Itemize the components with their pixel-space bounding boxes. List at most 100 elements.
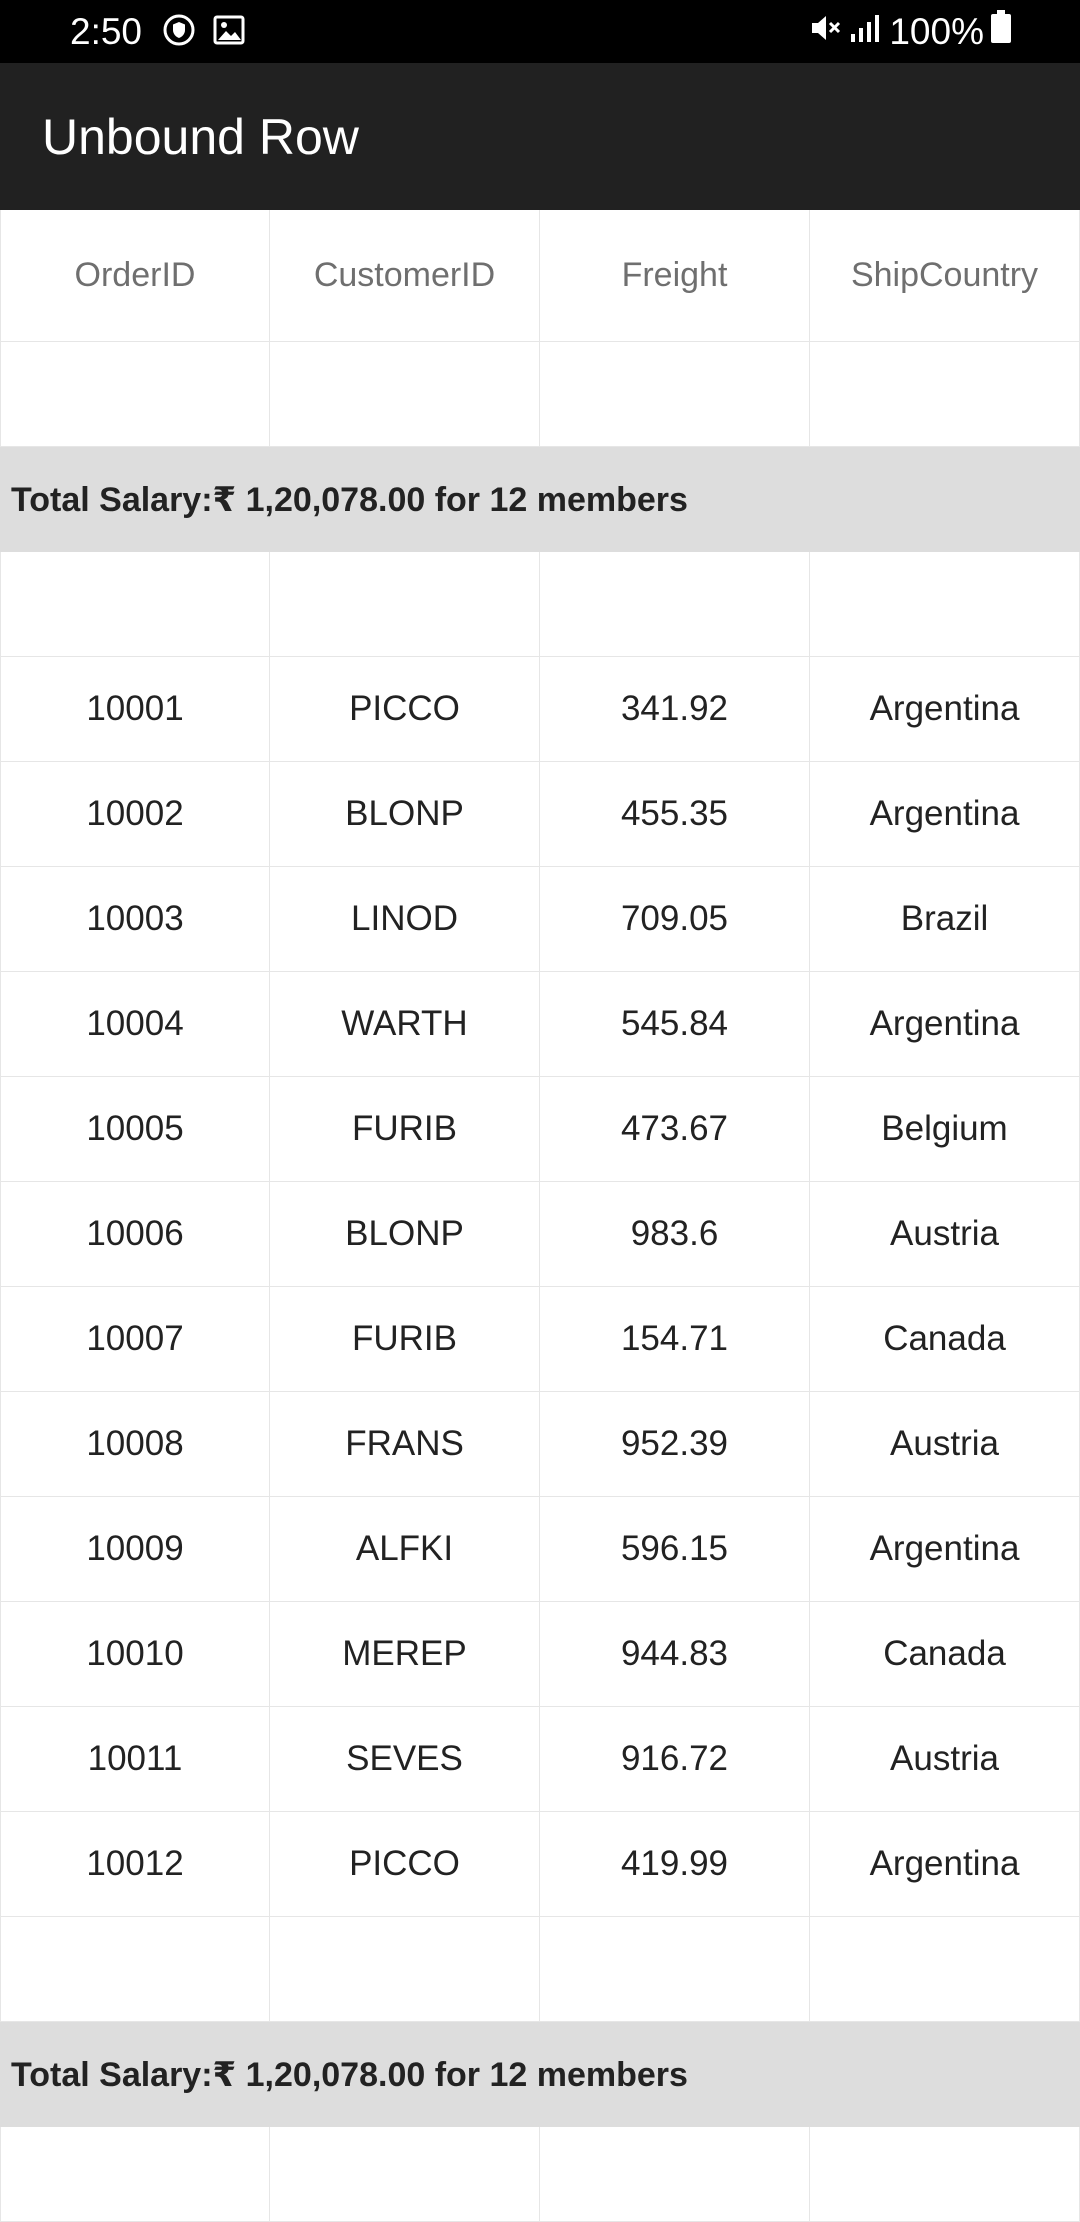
blank-cell [810,342,1080,446]
shipcountry-cell: Argentina [810,657,1080,761]
table-row[interactable]: 10012 PICCO 419.99 Argentina [0,1812,1080,1917]
header-row: OrderID CustomerID Freight ShipCountry [0,210,1080,342]
unbound-row-blank [0,2127,1080,2222]
column-header-customerid[interactable]: CustomerID [270,210,540,341]
orderid-cell: 10009 [0,1497,270,1601]
orderid-cell: 10010 [0,1602,270,1706]
shipcountry-cell: Argentina [810,972,1080,1076]
customerid-cell: FRANS [270,1392,540,1496]
freight-cell: 596.15 [540,1497,810,1601]
status-left-icons [163,14,245,51]
freight-cell: 455.35 [540,762,810,866]
customerid-cell: PICCO [270,657,540,761]
summary-row-bottom: Total Salary:₹ 1,20,078.00 for 12 member… [0,2022,1080,2127]
freight-cell: 341.92 [540,657,810,761]
customerid-cell: FURIB [270,1287,540,1391]
table-row[interactable]: 10007 FURIB 154.71 Canada [0,1287,1080,1392]
blank-cell [540,1917,810,2021]
customerid-cell: MEREP [270,1602,540,1706]
unbound-row-blank [0,552,1080,657]
battery-text: 100% [889,11,984,52]
orderid-cell: 10003 [0,867,270,971]
blank-cell [810,1917,1080,2021]
table-row[interactable]: 10005 FURIB 473.67 Belgium [0,1077,1080,1182]
orderid-cell: 10002 [0,762,270,866]
shipcountry-cell: Austria [810,1392,1080,1496]
blank-cell [270,1917,540,2021]
status-time: 2:50 [70,11,143,52]
table-row[interactable]: 10009 ALFKI 596.15 Argentina [0,1497,1080,1602]
freight-cell: 944.83 [540,1602,810,1706]
shield-icon [163,14,195,51]
freight-cell: 916.72 [540,1707,810,1811]
shipcountry-cell: Canada [810,1602,1080,1706]
unbound-row-blank [0,342,1080,447]
freight-cell: 952.39 [540,1392,810,1496]
orderid-cell: 10008 [0,1392,270,1496]
table-row[interactable]: 10006 BLONP 983.6 Austria [0,1182,1080,1287]
orderid-cell: 10004 [0,972,270,1076]
status-right: 100% [809,10,1012,54]
unbound-row-blank [0,1917,1080,2022]
customerid-cell: ALFKI [270,1497,540,1601]
column-header-shipcountry[interactable]: ShipCountry [810,210,1080,341]
freight-cell: 473.67 [540,1077,810,1181]
blank-cell [540,552,810,656]
app-bar: Unbound Row [0,63,1080,210]
blank-cell [0,342,270,446]
blank-cell [810,2127,1080,2221]
table-row[interactable]: 10001 PICCO 341.92 Argentina [0,657,1080,762]
image-icon [213,14,245,51]
shipcountry-cell: Canada [810,1287,1080,1391]
customerid-cell: BLONP [270,1182,540,1286]
blank-cell [0,552,270,656]
shipcountry-cell: Argentina [810,1812,1080,1916]
customerid-cell: PICCO [270,1812,540,1916]
orderid-cell: 10012 [0,1812,270,1916]
blank-cell [270,2127,540,2221]
blank-cell [540,342,810,446]
mute-icon [809,10,843,54]
shipcountry-cell: Austria [810,1707,1080,1811]
customerid-cell: LINOD [270,867,540,971]
blank-cell [810,552,1080,656]
blank-cell [270,552,540,656]
table-row[interactable]: 10004 WARTH 545.84 Argentina [0,972,1080,1077]
freight-cell: 419.99 [540,1812,810,1916]
blank-cell [0,1917,270,2021]
customerid-cell: FURIB [270,1077,540,1181]
table-row[interactable]: 10003 LINOD 709.05 Brazil [0,867,1080,972]
freight-cell: 709.05 [540,867,810,971]
shipcountry-cell: Argentina [810,762,1080,866]
column-header-freight[interactable]: Freight [540,210,810,341]
orderid-cell: 10011 [0,1707,270,1811]
orderid-cell: 10001 [0,657,270,761]
customerid-cell: SEVES [270,1707,540,1811]
page-title: Unbound Row [42,109,359,165]
freight-cell: 154.71 [540,1287,810,1391]
table-row[interactable]: 10011 SEVES 916.72 Austria [0,1707,1080,1812]
table-row[interactable]: 10010 MEREP 944.83 Canada [0,1602,1080,1707]
table-row[interactable]: 10002 BLONP 455.35 Argentina [0,762,1080,867]
shipcountry-cell: Argentina [810,1497,1080,1601]
orderid-cell: 10007 [0,1287,270,1391]
table-row[interactable]: 10008 FRANS 952.39 Austria [0,1392,1080,1497]
signal-icon [849,10,883,54]
blank-cell [540,2127,810,2221]
status-bar: 2:50 [0,0,1080,63]
blank-cell [0,2127,270,2221]
shipcountry-cell: Brazil [810,867,1080,971]
data-grid: OrderID CustomerID Freight ShipCountry T… [0,210,1080,2222]
orderid-cell: 10005 [0,1077,270,1181]
customerid-cell: WARTH [270,972,540,1076]
shipcountry-cell: Belgium [810,1077,1080,1181]
orderid-cell: 10006 [0,1182,270,1286]
battery-icon [990,10,1012,54]
summary-row-top: Total Salary:₹ 1,20,078.00 for 12 member… [0,447,1080,552]
freight-cell: 545.84 [540,972,810,1076]
blank-cell [270,342,540,446]
customerid-cell: BLONP [270,762,540,866]
freight-cell: 983.6 [540,1182,810,1286]
column-header-orderid[interactable]: OrderID [0,210,270,341]
shipcountry-cell: Austria [810,1182,1080,1286]
